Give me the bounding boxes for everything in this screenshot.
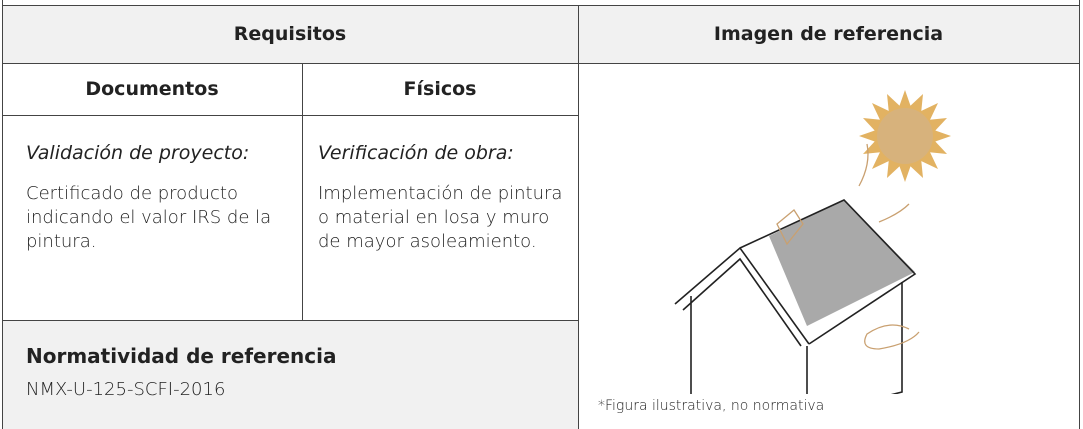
column-subtitle: Verificación de obra:: [318, 142, 514, 164]
illustration: [674, 90, 951, 394]
norm-code: NMX-U-125-SCFI-2016: [26, 379, 226, 400]
border: [302, 63, 303, 320]
border: [1079, 0, 1080, 429]
border: [2, 5, 1080, 6]
column-subtitle: Validación de proyecto:: [26, 142, 250, 164]
sun: [859, 90, 951, 182]
border: [2, 115, 578, 116]
header-cell: Imagen de referencia: [713, 23, 944, 45]
border: [578, 5, 579, 429]
norm-title: Normatividad de referencia: [26, 344, 337, 368]
column-text: Certificado de producto indicando el val…: [26, 183, 272, 252]
border: [2, 320, 578, 321]
border: [2, 0, 3, 429]
column-text: Implementación de pintura o material en …: [318, 183, 563, 252]
header-cell: Requisitos: [233, 23, 347, 45]
subheader-cell: Documentos: [85, 78, 219, 100]
caption: *Figura ilustrativa, no normativa: [598, 398, 825, 414]
arrows: [776, 143, 920, 350]
norm-bg: [2, 320, 578, 429]
border: [2, 63, 1080, 64]
house: [674, 199, 917, 394]
header-bg: [2, 5, 1079, 63]
subheader-cell: Físicos: [403, 78, 477, 100]
